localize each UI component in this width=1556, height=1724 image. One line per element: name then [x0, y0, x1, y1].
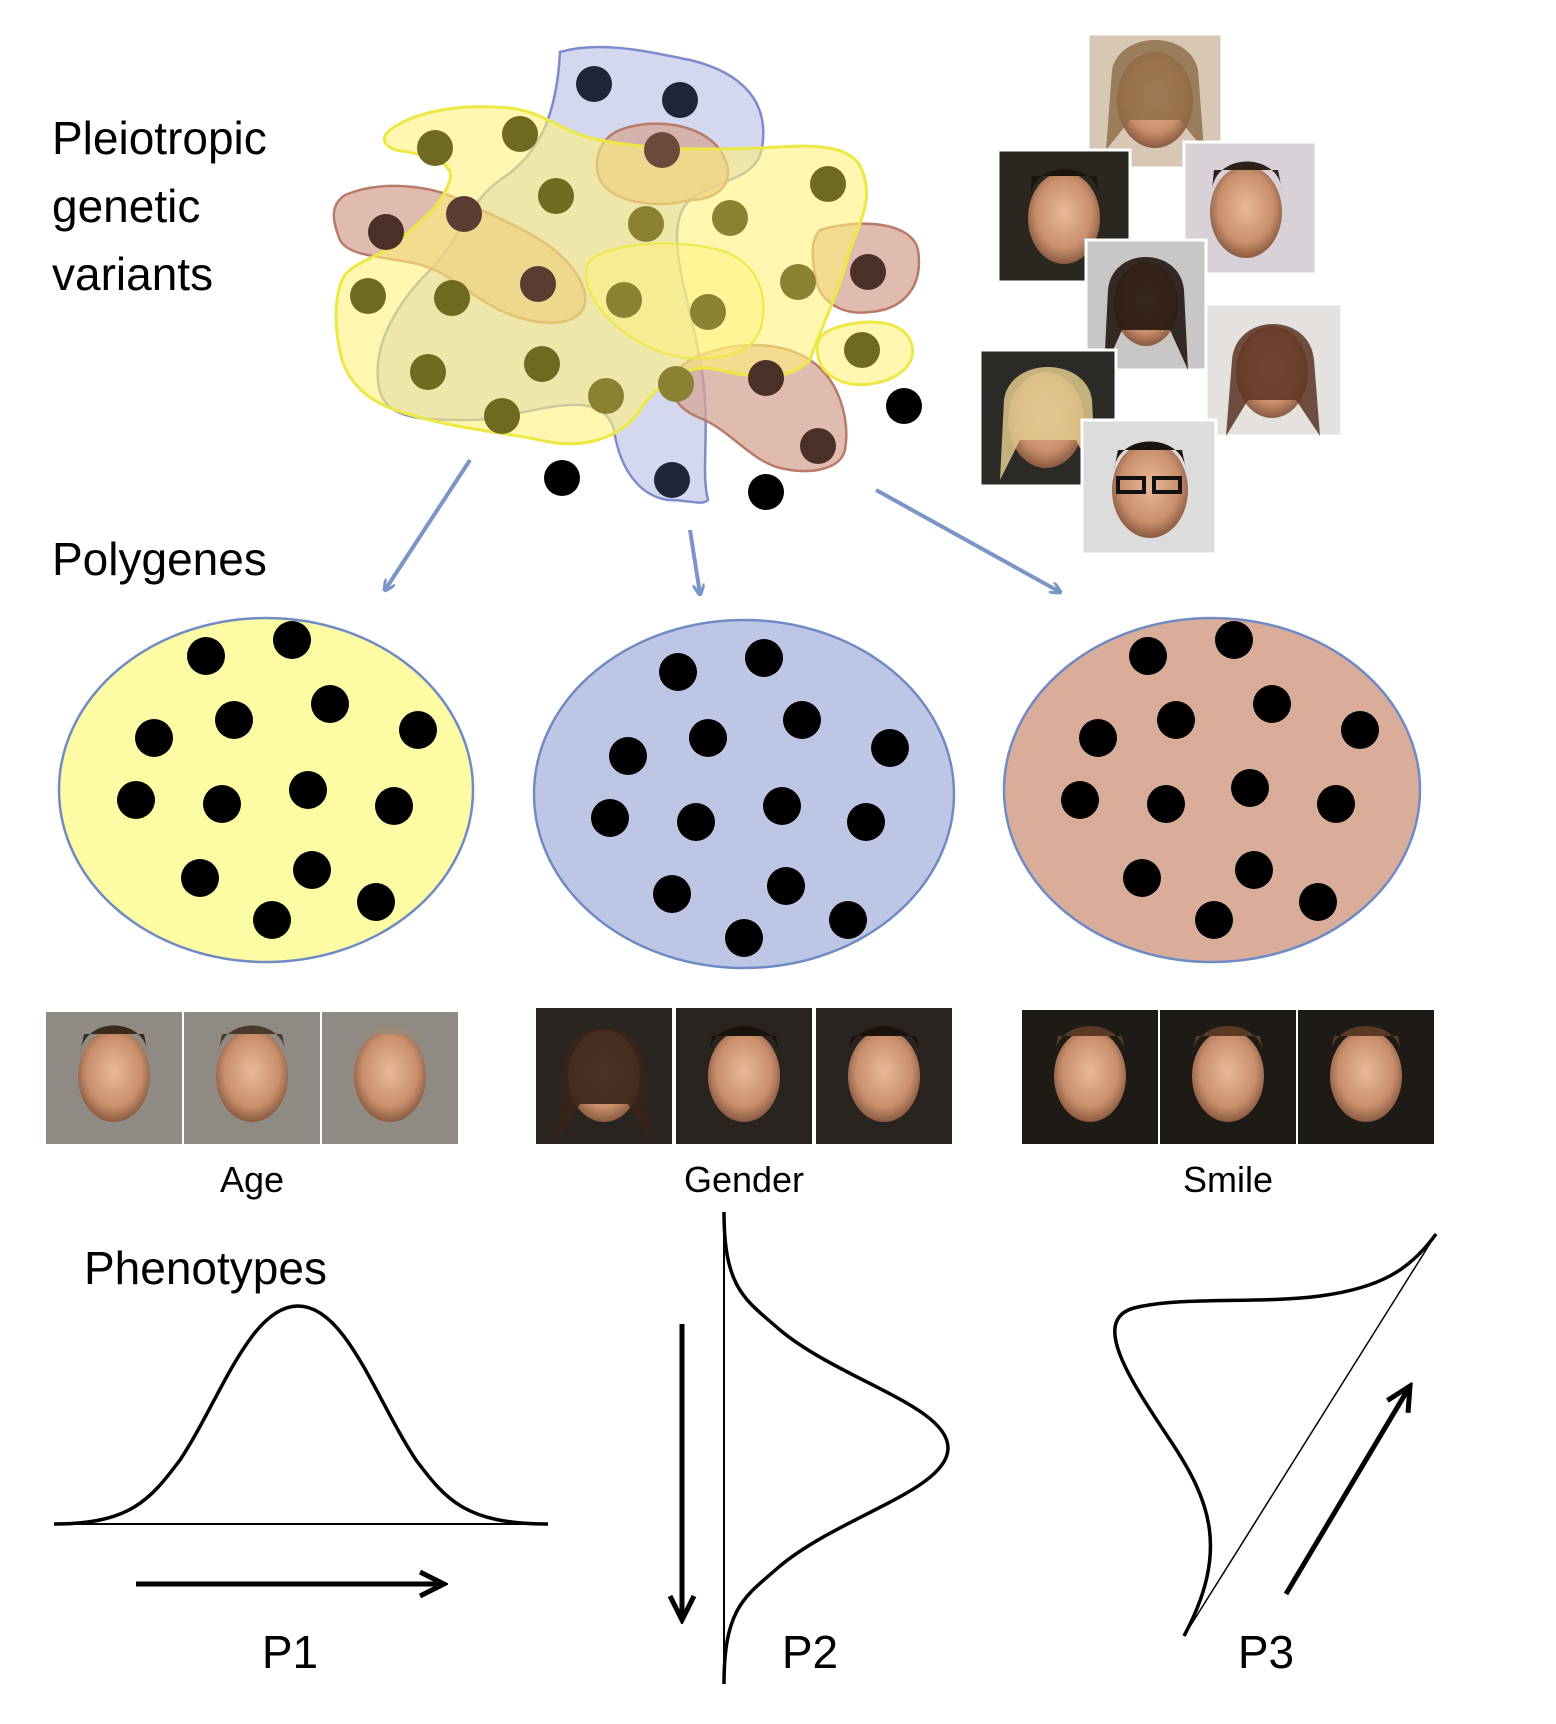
phenotype-p3: P3 — [1113, 1232, 1438, 1678]
arrow-icon — [875, 488, 1060, 592]
smile-face-strip — [1022, 1010, 1434, 1144]
face-photo-icon — [676, 1008, 812, 1144]
face-photo-icon — [46, 1012, 182, 1144]
polygenes-label: Polygenes — [52, 533, 267, 585]
p3-distribution-curve — [1113, 1232, 1438, 1637]
pleiotropic-label-line3: variants — [52, 248, 213, 300]
pleiotropic-label-line2: genetic — [52, 180, 200, 232]
split-arrows — [385, 458, 1060, 594]
yellow-region-center — [585, 242, 765, 360]
face-photo-icon — [1084, 238, 1208, 372]
face-collage — [978, 32, 1344, 556]
pleiotropic-label-line1: Pleiotropic — [52, 112, 267, 164]
polygene-oval-age — [57, 616, 475, 964]
face-photo-icon — [1204, 302, 1344, 438]
face-photo-icon — [322, 1012, 458, 1144]
phenotype-label-p1: P1 — [262, 1626, 318, 1678]
p2-distribution-curve — [722, 1211, 950, 1685]
arrow-icon — [688, 529, 700, 594]
face-photo-icon — [1022, 1010, 1158, 1144]
phenotype-label-p3: P3 — [1238, 1626, 1294, 1678]
face-photo-icon — [184, 1012, 320, 1144]
face-photo-icon — [1298, 1010, 1434, 1144]
phenotype-label-p2: P2 — [782, 1626, 838, 1678]
trait-caption-age: Age — [220, 1159, 284, 1200]
face-photo-icon — [1080, 418, 1218, 556]
phenotypes-label: Phenotypes — [84, 1242, 327, 1294]
face-photo-icon — [816, 1008, 952, 1144]
trait-caption-smile: Smile — [1183, 1159, 1273, 1200]
cluster-dots — [350, 66, 922, 510]
face-photo-icon — [1182, 140, 1318, 276]
gender-face-strip — [536, 1008, 952, 1144]
polygene-oval-smile — [1002, 616, 1422, 964]
arrow-icon — [385, 458, 472, 590]
age-face-strip — [46, 1012, 458, 1144]
trait-caption-gender: Gender — [684, 1159, 804, 1200]
face-photo-icon — [536, 1008, 672, 1144]
p1-distribution-curve — [53, 1304, 549, 1526]
face-photo-icon — [1160, 1010, 1296, 1144]
arrow-icon — [1283, 1386, 1410, 1596]
polygene-oval-gender — [532, 618, 956, 970]
phenotype-p1: P1 — [53, 1304, 549, 1678]
phenotype-p2: P2 — [682, 1211, 950, 1685]
pleiotropic-cluster — [332, 45, 922, 510]
